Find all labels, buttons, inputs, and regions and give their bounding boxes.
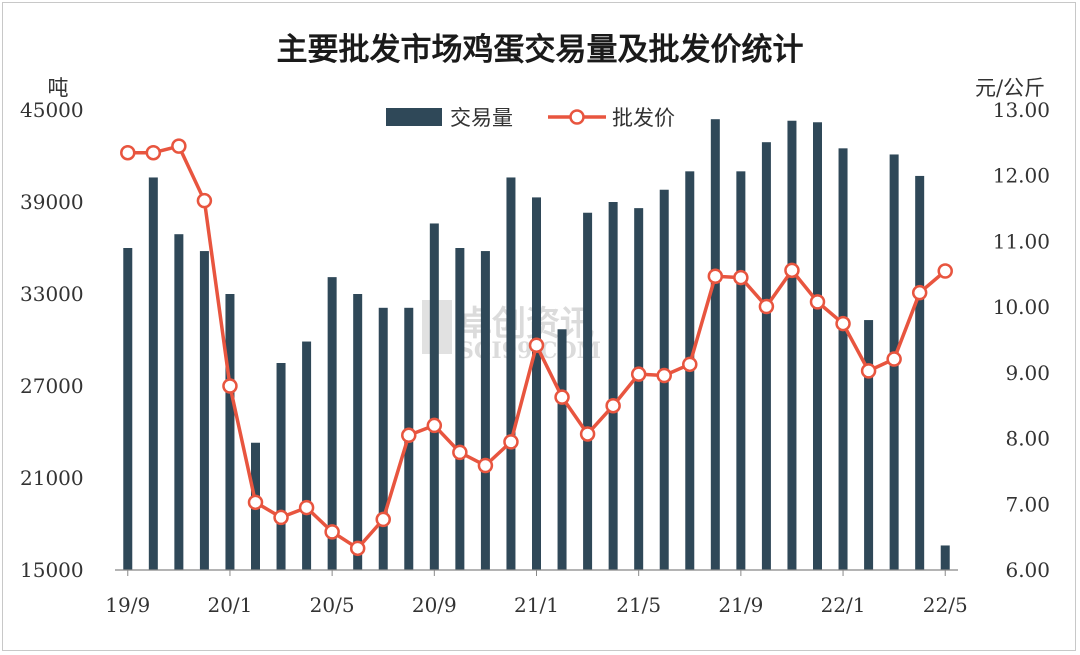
left-y-tick-label: 15000 <box>20 558 84 582</box>
bar <box>940 545 950 570</box>
x-tick-label: 19/9 <box>105 593 150 617</box>
left-y-tick-label: 45000 <box>20 98 84 122</box>
watermark-text: 卓创资讯 <box>458 304 594 344</box>
price-point <box>886 351 902 367</box>
bar <box>608 202 618 570</box>
legend-bar-swatch <box>386 108 442 126</box>
x-tick-label: 20/1 <box>207 593 252 617</box>
price-point <box>349 540 366 557</box>
bar <box>123 248 133 570</box>
price-point <box>605 397 621 414</box>
price-point <box>120 144 136 161</box>
chart-title: 主要批发市场鸡蛋交易量及批发价统计 <box>277 32 804 68</box>
bar <box>455 248 465 570</box>
left-y-tick-label: 21000 <box>20 466 84 490</box>
price-point <box>247 494 264 511</box>
bar <box>480 251 490 571</box>
left-unit-label: 吨 <box>48 76 69 100</box>
axes: 19/9 20/1 20/5 20/9 21/1 21/5 21/9 22/1 22/5 4500… <box>20 98 1050 617</box>
price-point <box>196 192 213 209</box>
price-point <box>911 284 928 301</box>
bar <box>174 234 184 570</box>
price-point <box>860 363 877 379</box>
legend-line-marker <box>569 109 585 125</box>
price-point <box>298 499 315 516</box>
bar <box>787 120 797 570</box>
right-y-tick-label: 6.00 <box>1005 558 1050 582</box>
left-y-tick-label: 39000 <box>20 190 84 214</box>
price-point <box>937 263 953 279</box>
bar <box>148 177 158 570</box>
price-point <box>528 337 545 354</box>
bar <box>557 329 567 570</box>
bar <box>532 197 541 570</box>
price-point <box>682 356 698 373</box>
price-point <box>835 315 851 332</box>
bar <box>378 307 388 570</box>
x-tick-label: 22/1 <box>821 593 866 617</box>
bar <box>429 223 439 570</box>
bar <box>276 363 286 570</box>
price-point <box>503 434 519 450</box>
bar <box>506 177 516 570</box>
price-point <box>579 426 596 442</box>
price-point <box>809 294 826 310</box>
left-y-tick-label: 33000 <box>20 282 84 306</box>
price-point <box>401 427 417 444</box>
right-y-tick-label: 8.00 <box>1005 427 1050 451</box>
price-point <box>656 367 672 384</box>
bar <box>634 208 644 570</box>
price-point <box>733 269 749 286</box>
price-point <box>452 444 468 461</box>
price-point <box>426 417 443 434</box>
bar <box>736 171 746 571</box>
bar <box>353 294 363 570</box>
x-tick-label: 21/5 <box>616 593 661 617</box>
bar <box>761 142 771 570</box>
right-y-tick-label: 9.00 <box>1005 361 1050 385</box>
bar <box>199 251 209 571</box>
right-y-tick-label: 7.00 <box>1005 492 1050 516</box>
price-point <box>707 268 724 285</box>
price-point <box>273 509 289 526</box>
line-series <box>120 138 953 557</box>
price-point <box>477 457 494 474</box>
price-point <box>784 262 800 279</box>
bar <box>225 294 235 570</box>
bar <box>327 277 337 570</box>
right-y-tick-label: 13.00 <box>993 98 1050 122</box>
bar <box>302 341 312 570</box>
price-point <box>145 144 162 161</box>
right-unit-label: 元/公斤 <box>975 76 1045 100</box>
bar <box>583 212 593 570</box>
x-tick-label: 21/1 <box>514 593 559 617</box>
price-point <box>324 524 340 540</box>
left-y-tick-label: 27000 <box>20 374 84 398</box>
x-tick-label: 20/5 <box>310 593 355 617</box>
x-tick-label: 21/9 <box>718 593 763 617</box>
bar <box>813 122 822 571</box>
bar <box>838 148 848 571</box>
bar <box>710 119 720 570</box>
bar <box>915 175 925 570</box>
price-point <box>375 511 391 528</box>
price-point <box>171 138 187 154</box>
price-point <box>630 366 647 382</box>
x-tick-label: 20/9 <box>412 593 457 617</box>
x-tick-label: 22/5 <box>923 593 968 617</box>
legend-line-label: 批发价 <box>612 106 675 130</box>
legend: 交易量 批发价 <box>386 106 675 130</box>
price-point <box>222 378 238 394</box>
right-y-tick-label: 11.00 <box>993 229 1050 253</box>
price-point <box>554 389 570 405</box>
price-point <box>758 298 775 315</box>
right-y-tick-label: 10.00 <box>993 295 1050 319</box>
watermark-subtext: SCI99.COM <box>458 338 601 364</box>
right-y-tick-label: 12.00 <box>993 164 1050 188</box>
legend-bar-label: 交易量 <box>450 106 513 130</box>
bar <box>864 320 874 570</box>
